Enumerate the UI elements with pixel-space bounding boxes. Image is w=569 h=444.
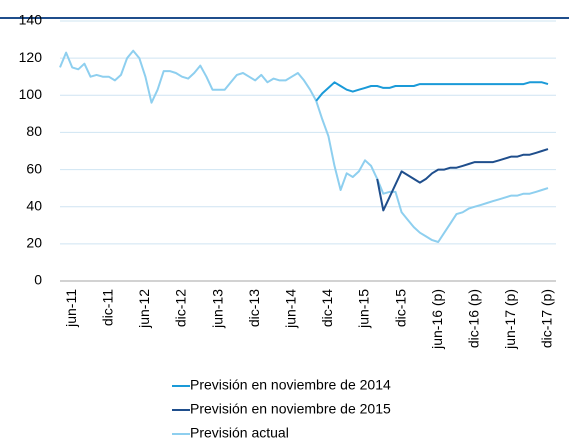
x-tick-label: jun-17 (p) <box>502 289 518 350</box>
y-tick-label: 140 <box>19 12 43 28</box>
x-tick-label: dic-14 <box>319 289 335 327</box>
legend-label: Previsión actual <box>190 425 289 441</box>
y-tick-label: 80 <box>26 123 42 139</box>
x-tick-label: dic-16 (p) <box>466 289 482 348</box>
x-tick-label: dic-15 <box>392 289 408 327</box>
y-tick-label: 40 <box>26 197 42 213</box>
x-tick-label: jun-15 <box>356 289 372 329</box>
series-line <box>59 49 549 243</box>
y-tick-label: 60 <box>26 160 42 176</box>
y-tick-label: 0 <box>34 272 42 288</box>
x-tick-label: dic-12 <box>173 289 189 327</box>
series-line <box>376 148 549 212</box>
x-tick-label: dic-11 <box>100 289 116 326</box>
x-tick-label: dic-17 (p) <box>539 289 555 348</box>
x-tick-label: dic-13 <box>246 289 262 327</box>
x-tick-label: jun-14 <box>283 289 299 329</box>
legend-label: Previsión en noviembre de 2014 <box>190 377 391 393</box>
y-tick-label: 20 <box>26 235 42 251</box>
y-tick-label: 120 <box>19 49 43 65</box>
series-line <box>315 81 549 102</box>
x-tick-label: jun-13 <box>209 289 225 329</box>
x-tick-label: jun-11 <box>63 289 79 328</box>
legend-label: Previsión en noviembre de 2015 <box>190 401 391 417</box>
x-tick-label: jun-12 <box>136 289 152 329</box>
y-tick-label: 100 <box>19 86 43 102</box>
x-tick-label: jun-16 (p) <box>429 289 445 350</box>
